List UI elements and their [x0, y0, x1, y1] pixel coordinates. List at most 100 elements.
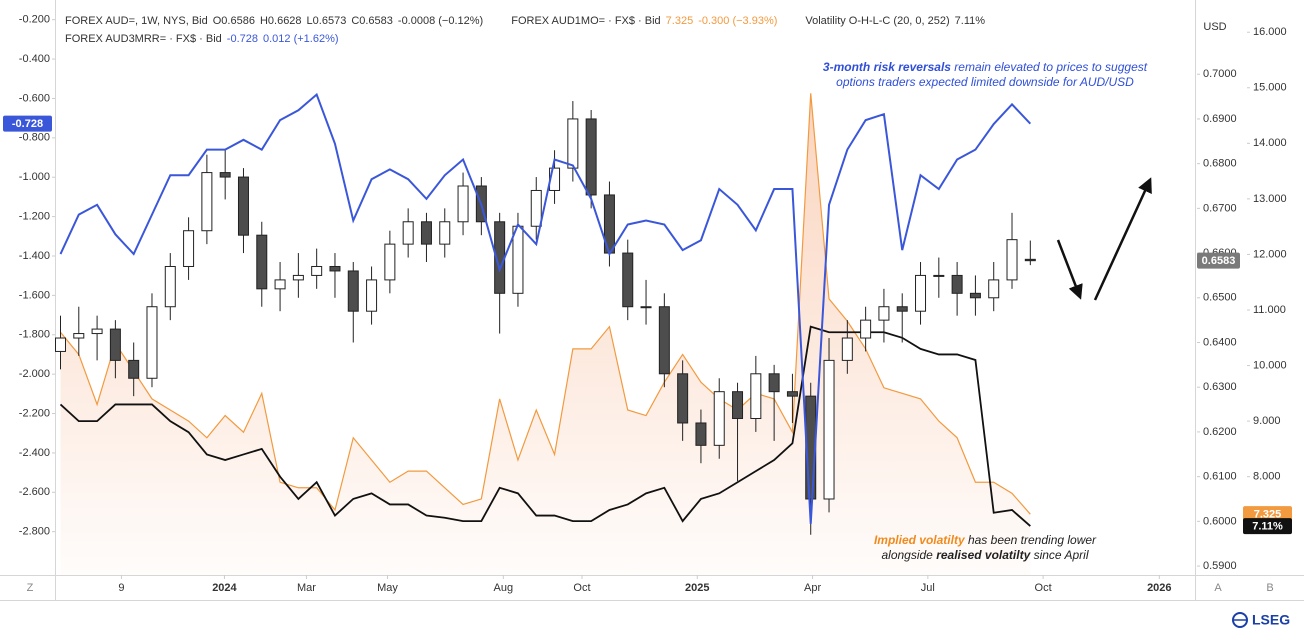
legend-row: FOREX AUD3MRR= · FX$ · Bid -0.728 0.012 (+… [65, 33, 361, 45]
candle-body [622, 252, 634, 308]
left-tick-label: -2.000 [19, 368, 50, 380]
price-tick-label: 0.6200 [1203, 426, 1237, 438]
logo-text: LSEG [1252, 612, 1290, 628]
vol-tick-label: 12.000 [1253, 248, 1287, 260]
vol-tick-label: 16.000 [1253, 26, 1287, 38]
candle-body [768, 373, 780, 393]
legend-entry[interactable]: FOREX AUD=, 1W, NYS, Bid O0.6586 H0.6628 L0… [65, 15, 483, 27]
annotation: options traders expected limited downsid… [836, 75, 1134, 89]
legend-stat: O0.6586 [212, 15, 255, 27]
x-tick-label: Aug [494, 582, 514, 594]
candle-body [237, 176, 249, 236]
legend-stat: -0.300 (−3.93%) [698, 15, 778, 27]
candle-body [713, 391, 725, 446]
candle-body [878, 306, 890, 321]
price-badge [1197, 252, 1240, 269]
annotation-bold: realised volatilty [936, 548, 1031, 562]
candle-body [329, 265, 341, 272]
candle-body [677, 373, 689, 424]
candle-body [640, 306, 652, 309]
price-tick-label: 0.6900 [1203, 113, 1237, 125]
candle-body [420, 221, 432, 245]
left-tick-label: -0.600 [19, 92, 50, 104]
price-badge [3, 115, 52, 132]
line [59, 92, 1032, 524]
candle-body [512, 225, 524, 294]
logo: LSEG [1232, 612, 1290, 628]
legend-stat: -0.728 [226, 33, 258, 45]
left-tick-label: -0.800 [19, 132, 50, 144]
annotation: Implied volatilty has been trending lowe… [874, 533, 1097, 547]
scale-button[interactable]: Z [27, 582, 34, 594]
candle-body [1024, 258, 1036, 262]
plot-area [55, 92, 1036, 575]
scale-button[interactable]: A [1214, 582, 1222, 594]
candle-body [146, 306, 158, 379]
left-tick-label: -0.400 [19, 53, 50, 65]
vol-tick-label: 15.000 [1253, 82, 1287, 94]
legend-entry[interactable]: FOREX AUD1MO= · FX$ · Bid 7.325 -0.300 (−3… [511, 15, 777, 27]
candle-body [256, 234, 268, 290]
x-tick-label: Oct [573, 582, 590, 594]
candle-body [439, 221, 451, 245]
candle-body [402, 221, 414, 245]
legend-stat: -0.0008 (−0.12%) [397, 15, 484, 27]
legend-stat: 7.11% [954, 15, 986, 27]
x-tick-label: 9 [118, 582, 124, 594]
candle-body [219, 172, 231, 178]
candle-body [969, 292, 981, 299]
left-tick-label: -1.400 [19, 250, 50, 262]
candle-body [183, 230, 195, 267]
candle-body [530, 189, 542, 227]
scale-button[interactable]: B [1266, 582, 1273, 594]
candle-body [841, 337, 853, 361]
annotation-text: has been trending lower [965, 533, 1097, 547]
candle-body [311, 265, 323, 276]
area-line [60, 93, 1031, 515]
annotation-text: alongside [881, 548, 936, 562]
candle-body [1006, 239, 1018, 281]
candle-body [585, 118, 597, 196]
price-tick-label: 0.6400 [1203, 336, 1237, 348]
legend-entry[interactable]: Volatility O-H-L-C (20, 0, 252) 7.11% [805, 15, 985, 27]
legend-stat: 7.325 [665, 15, 694, 27]
candle-body [951, 274, 963, 294]
x-tick-label: 2025 [685, 582, 709, 594]
vol-tick-label: 13.000 [1253, 193, 1287, 205]
candle-body [73, 333, 85, 339]
annotation: alongside realised volatilty since April [881, 548, 1088, 562]
price-badge-label: -0.728 [12, 118, 43, 130]
vol-tick-label: 10.000 [1253, 359, 1287, 371]
annotation-bold: 3-month risk reversals [823, 60, 951, 74]
legend-name: Volatility O-H-L-C (20, 0, 252) [805, 15, 950, 27]
frame [0, 0, 1304, 601]
candle-body [896, 306, 908, 312]
x-tick-label: Apr [804, 582, 821, 594]
legend-name: FOREX AUD=, 1W, NYS, Bid [65, 15, 208, 27]
candle-body [274, 279, 286, 290]
area-fill [60, 93, 1031, 575]
x-tick-label: Mar [297, 582, 316, 594]
vol-tick-label: 14.000 [1253, 137, 1287, 149]
annotation: 3-month risk reversals remain elevated t… [823, 60, 1148, 74]
ticks: -0.200 -0.400 -0.600 -0.800 -1.000 -1.200 -1.4… [19, 14, 1287, 594]
vol-tick-label: 8.000 [1253, 471, 1281, 483]
x-tick-label: May [377, 582, 398, 594]
price-badge [1243, 518, 1292, 535]
arrow-down [1056, 239, 1083, 300]
price-badge-label: 7.325 [1254, 509, 1282, 521]
candle-body [988, 279, 1000, 299]
legend-entry[interactable]: FOREX AUD3MRR= · FX$ · Bid -0.728 0.012 (+… [65, 33, 339, 45]
x-tick-label: 2026 [1147, 582, 1171, 594]
price-tick-label: 0.5900 [1203, 560, 1237, 572]
x-tick-label: Oct [1035, 582, 1052, 594]
legend-stat: L0.6573 [306, 15, 347, 27]
candle-body [292, 274, 304, 281]
left-tick-label: -2.600 [19, 486, 50, 498]
legend-row: FOREX AUD=, 1W, NYS, Bid O0.6586 H0.6628 L0… [65, 15, 1007, 27]
legend-stat: H0.6628 [259, 15, 302, 27]
price-tick-label: 0.6100 [1203, 471, 1237, 483]
